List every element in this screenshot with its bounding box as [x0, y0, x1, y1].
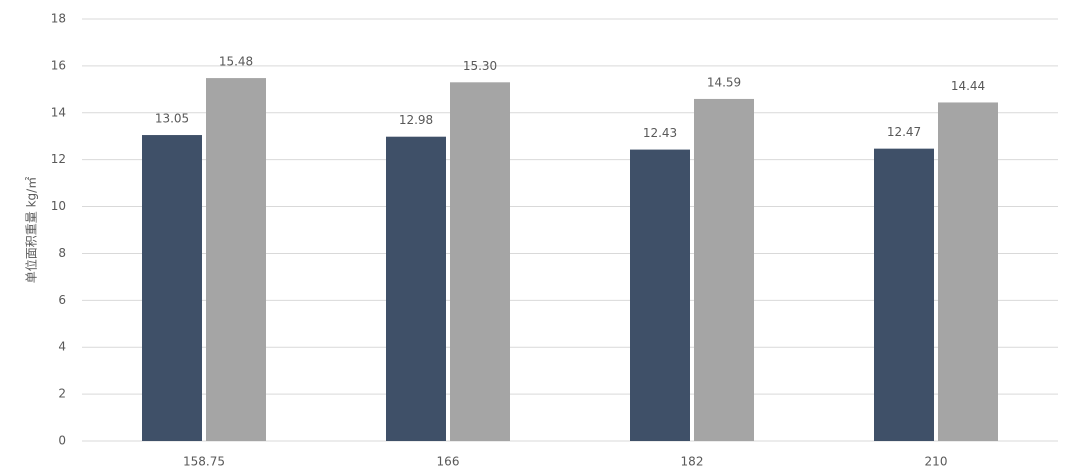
y-tick-label: 6 — [58, 293, 66, 307]
bar — [450, 82, 510, 442]
y-tick-label: 2 — [58, 387, 66, 401]
value-label: 12.43 — [643, 126, 677, 140]
y-tick-label: 8 — [58, 246, 66, 260]
x-tick-label: 158.75 — [183, 455, 225, 469]
value-label: 14.59 — [707, 75, 741, 89]
y-tick-label: 16 — [51, 58, 66, 72]
bar — [874, 148, 934, 442]
value-label: 15.30 — [463, 59, 497, 73]
bar — [938, 102, 998, 441]
value-label: 15.48 — [219, 55, 253, 69]
y-axis-label: 单位面积重量 kg/㎡ — [24, 177, 39, 283]
value-label: 14.44 — [951, 79, 985, 93]
y-tick-label: 10 — [51, 199, 66, 213]
y-tick-label: 18 — [51, 12, 66, 26]
value-label: 12.98 — [399, 113, 433, 127]
value-label: 13.05 — [155, 112, 189, 126]
x-tick-label: 166 — [437, 455, 460, 469]
x-tick-label: 210 — [925, 455, 948, 469]
y-tick-label: 0 — [58, 434, 66, 448]
y-tick-label: 4 — [58, 340, 66, 354]
bar — [694, 98, 754, 441]
bar — [206, 78, 266, 441]
bar — [630, 149, 690, 441]
bar — [142, 135, 202, 442]
y-tick-label: 12 — [51, 152, 66, 166]
x-tick-label: 182 — [681, 455, 704, 469]
y-tick-label: 14 — [51, 105, 66, 119]
value-label: 12.47 — [887, 125, 921, 139]
bar — [386, 136, 446, 442]
